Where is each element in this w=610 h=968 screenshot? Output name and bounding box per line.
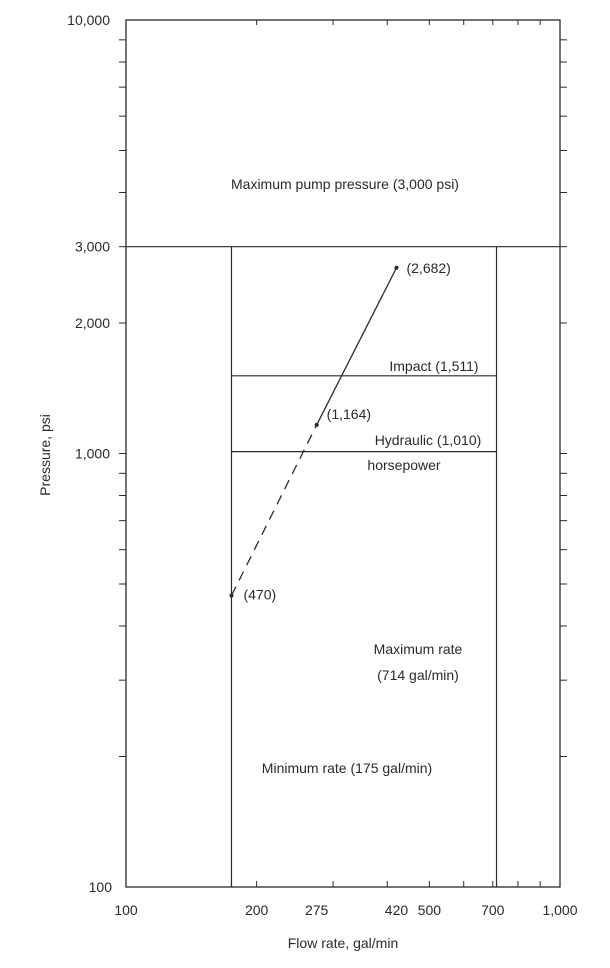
x-axis-title: Flow rate, gal/min <box>288 935 398 951</box>
min-rate-label: Minimum rate (175 gal/min) <box>262 760 432 776</box>
x-tick-label: 1,000 <box>542 902 577 918</box>
hydraulic-label-line1: Hydraulic (1,010) <box>375 432 482 448</box>
x-tick-label: 420 <box>385 902 409 918</box>
max-rate-label-line1: Maximum rate <box>374 641 463 657</box>
x-tick-label: 275 <box>305 902 329 918</box>
y-tick-label: 3,000 <box>75 239 110 255</box>
series-line-solid <box>316 267 398 426</box>
x-tick-label: 100 <box>114 902 138 918</box>
y-tick-label: 10,000 <box>67 12 110 28</box>
series-line-dashed <box>230 424 318 596</box>
data-point-label: (470) <box>243 587 276 603</box>
data-point <box>229 593 234 598</box>
limit-lines <box>126 246 560 887</box>
y-tick-label: 2,000 <box>75 315 110 331</box>
data-point <box>394 265 399 270</box>
hydraulic-label-line2: horsepower <box>367 457 440 473</box>
x-tick-label: 200 <box>245 902 269 918</box>
plot-border <box>125 19 561 888</box>
plot-frame <box>125 19 561 888</box>
y-axis-title: Pressure, psi <box>37 414 53 496</box>
minor-ticks <box>119 20 567 887</box>
max-rate-label-line2: (714 gal/min) <box>377 667 459 683</box>
labels: (470) (1,164) (2,682) 100 200 275 420 500 700 1,0… <box>67 12 578 918</box>
x-tick-label: 500 <box>418 902 442 918</box>
series <box>229 265 399 598</box>
y-tick-label: 1,000 <box>75 446 110 462</box>
data-point-label: (2,682) <box>406 260 450 276</box>
x-tick-label: 700 <box>481 902 505 918</box>
y-tick-label: 100 <box>89 879 113 895</box>
data-point <box>314 422 319 427</box>
max-pressure-label: Maximum pump pressure (3,000 psi) <box>231 176 459 192</box>
data-point-label: (1,164) <box>327 406 371 422</box>
impact-label: Impact (1,511) <box>389 358 478 374</box>
